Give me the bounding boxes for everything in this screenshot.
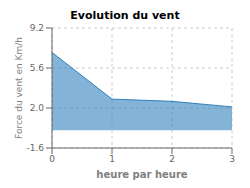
svg-text:9.2: 9.2 <box>30 24 44 33</box>
svg-text:0: 0 <box>49 154 55 164</box>
svg-text:2.0: 2.0 <box>30 103 45 113</box>
svg-text:heure par heure: heure par heure <box>96 169 187 180</box>
svg-text:5.6: 5.6 <box>30 63 45 73</box>
svg-text:3: 3 <box>229 154 235 164</box>
svg-text:Force du vent en Km/h: Force du vent en Km/h <box>14 37 24 139</box>
svg-text:1: 1 <box>109 154 115 164</box>
svg-text:2: 2 <box>169 154 175 164</box>
svg-text:-1.6: -1.6 <box>26 143 44 153</box>
html-text:Evolution du vent: Evolution du vent <box>70 9 180 22</box>
